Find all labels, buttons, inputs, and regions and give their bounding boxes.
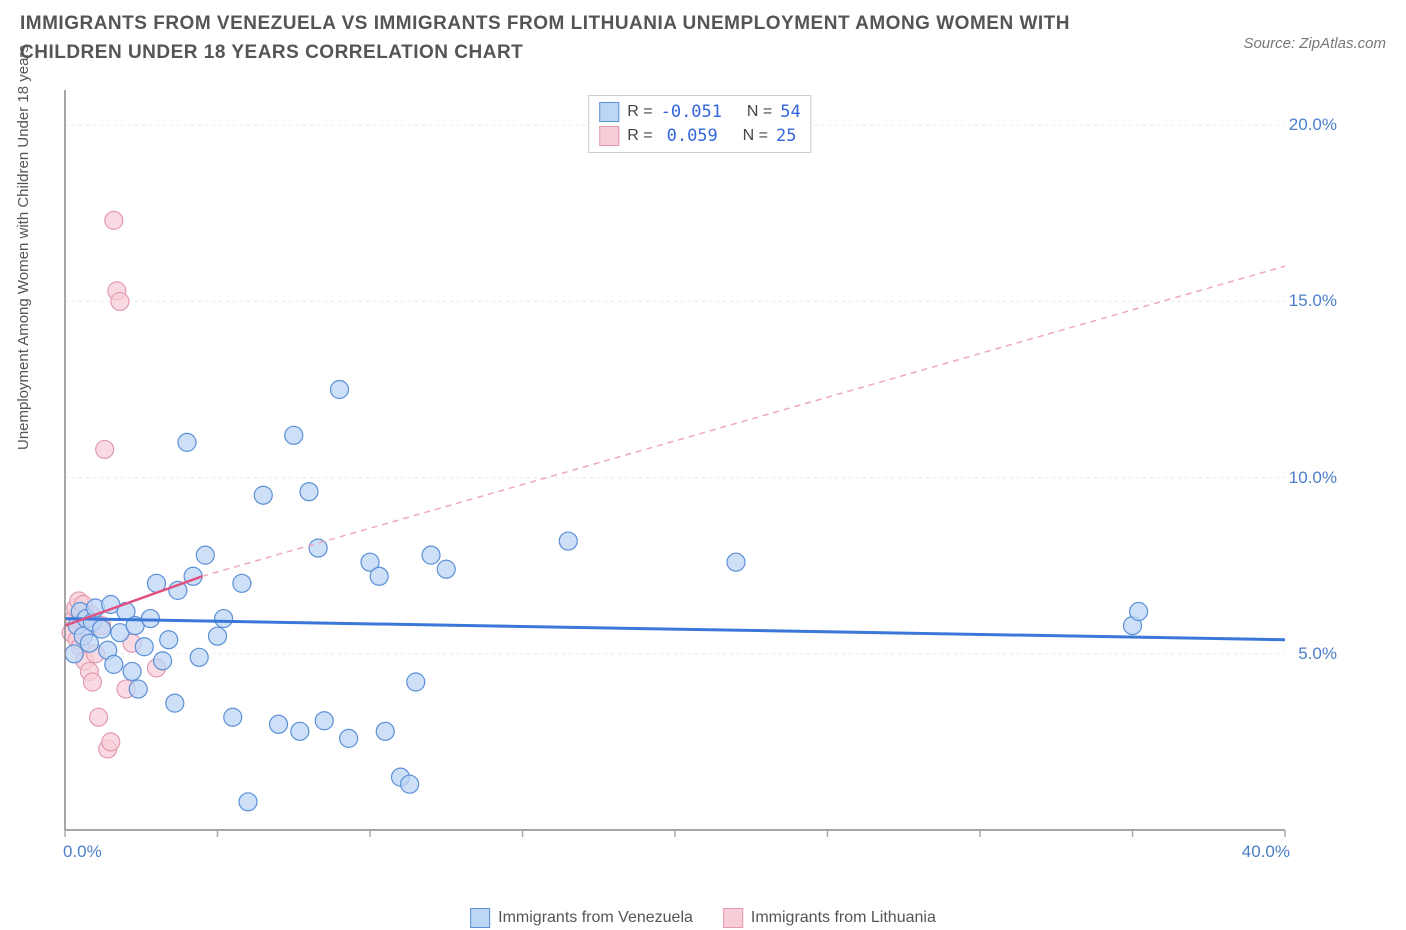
n-label: N = [747,103,772,121]
r-label: R = [627,127,652,145]
legend-item-venezuela: Immigrants from Venezuela [470,908,693,928]
legend-label: Immigrants from Lithuania [751,909,936,927]
y-tick-label: 5.0% [1298,644,1337,664]
y-axis-label: Unemployment Among Women with Children U… [15,45,32,450]
legend-label: Immigrants from Venezuela [498,909,693,927]
chart-title: IMMIGRANTS FROM VENEZUELA VS IMMIGRANTS … [20,10,1120,67]
y-tick-label: 20.0% [1289,115,1337,135]
legend-row-venezuela: R = -0.051 N = 54 [599,100,800,124]
swatch-lithuania [723,908,743,928]
correlation-legend: R = -0.051 N = 54 R = 0.059 N = 25 [588,95,811,153]
y-tick-label: 10.0% [1289,468,1337,488]
legend-item-lithuania: Immigrants from Lithuania [723,908,936,928]
legend-row-lithuania: R = 0.059 N = 25 [599,124,800,148]
x-tick-label: 0.0% [63,842,102,862]
n-label: N = [743,127,768,145]
r-value-lithuania: 0.059 [661,126,718,146]
x-tick-label: 40.0% [1242,842,1290,862]
n-value-lithuania: 25 [776,126,796,146]
r-label: R = [627,103,652,121]
n-value-venezuela: 54 [780,102,800,122]
r-value-venezuela: -0.051 [661,102,722,122]
swatch-venezuela [470,908,490,928]
swatch-lithuania [599,126,619,146]
source-attribution: Source: ZipAtlas.com [1243,10,1386,52]
series-legend: Immigrants from Venezuela Immigrants fro… [470,908,936,928]
swatch-venezuela [599,102,619,122]
scatter-plot: ZIPatlas R = -0.051 N = 54 R = 0.059 N =… [55,90,1345,870]
y-tick-label: 15.0% [1289,291,1337,311]
